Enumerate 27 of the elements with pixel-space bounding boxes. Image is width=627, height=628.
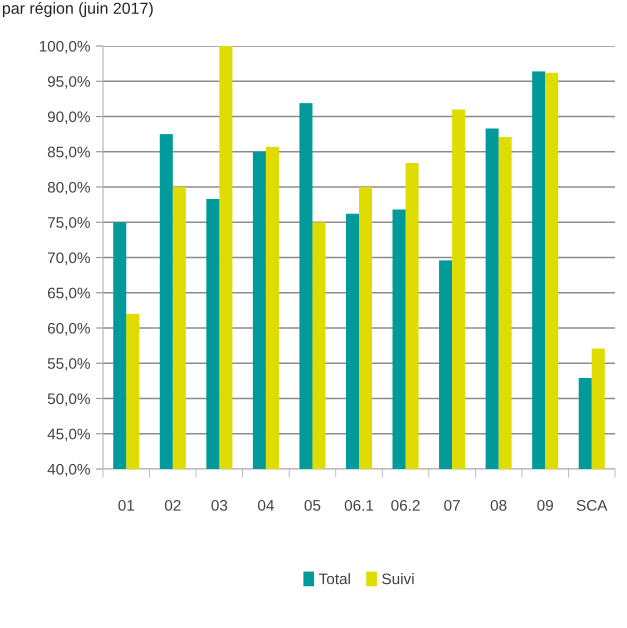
y-tick-label: 40,0% xyxy=(48,464,90,476)
y-tick-label: 50,0% xyxy=(48,393,90,406)
x-tick-label: 08 xyxy=(490,500,506,511)
chart-title: par région (juin 2017) xyxy=(2,2,153,18)
x-tick-label: SCA xyxy=(576,500,608,511)
x-tick-label: 02 xyxy=(164,500,181,511)
legend-label: Suivi xyxy=(382,573,414,584)
y-tick-label: 80,0% xyxy=(48,182,90,194)
x-tick-label: 05 xyxy=(304,500,320,511)
y-tick-label: 45,0% xyxy=(48,428,90,442)
x-tick-label: 09 xyxy=(537,500,553,511)
y-tick-label: 55,0% xyxy=(48,358,90,371)
y-tick-label: 100,0% xyxy=(40,40,90,54)
x-tick-label: 04 xyxy=(258,500,274,511)
y-tick-label: 90,0% xyxy=(48,111,90,124)
x-tick-label: 03 xyxy=(211,500,228,511)
x-tick-label: 06.2 xyxy=(391,500,420,511)
x-tick-label: 07 xyxy=(444,500,460,511)
y-tick-label: 60,0% xyxy=(48,322,90,336)
x-tick-label: 01 xyxy=(118,500,134,511)
y-tick-label: 95,0% xyxy=(48,76,90,89)
y-tick-label: 70,0% xyxy=(48,252,90,265)
y-tick-label: 65,0% xyxy=(48,288,90,300)
y-tick-label: 75,0% xyxy=(48,217,90,230)
y-tick-label: 85,0% xyxy=(48,146,90,160)
x-tick-label: 06.1 xyxy=(344,500,374,511)
legend-label: Total xyxy=(319,573,350,584)
